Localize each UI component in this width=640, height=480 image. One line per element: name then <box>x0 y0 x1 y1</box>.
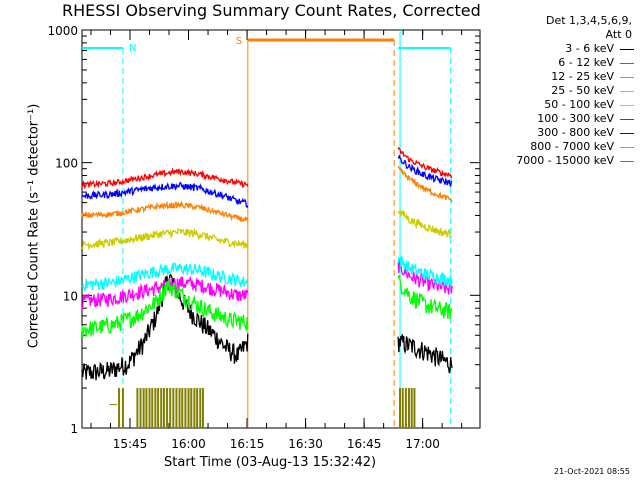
y-tick-label: 1000 <box>47 24 78 38</box>
legend-label: 800 - 7000 keV <box>530 140 614 153</box>
legend-item: 25 - 50 keV <box>470 84 634 98</box>
legend-swatch <box>620 132 634 134</box>
x-tick-label: 16:45 <box>347 437 382 451</box>
legend-item: 3 - 6 keV <box>470 42 634 56</box>
series-25-50-kev-line <box>81 262 249 293</box>
series-50-100-kev-line <box>397 210 453 239</box>
legend-item: 50 - 100 keV <box>470 98 634 112</box>
series-800-7000-kev-line <box>81 200 248 222</box>
legend-header: Det 1,3,4,5,6,9, Att 0 <box>518 14 632 42</box>
series-12-25-kev-line <box>81 279 249 338</box>
series-3-6-kev-line <box>397 334 453 374</box>
legend-swatch <box>620 62 634 64</box>
series-6-12-kev-line <box>397 258 453 295</box>
legend-label: 100 - 300 keV <box>537 112 614 125</box>
series-100-300-kev-line <box>397 146 453 179</box>
legend-label: 6 - 12 keV <box>558 56 614 69</box>
legend-swatch <box>620 104 634 106</box>
x-tick-label: 16:00 <box>171 437 206 451</box>
series-50-100-kev-line <box>81 227 249 251</box>
legend-header-line-2: Att 0 <box>605 28 632 41</box>
series-800-7000-kev-line <box>397 165 453 203</box>
legend-label: 12 - 25 keV <box>551 70 614 83</box>
x-tick-label: 16:15 <box>230 437 265 451</box>
legend-label: 3 - 6 keV <box>565 42 614 55</box>
series-100-300-kev-line <box>81 167 249 190</box>
legend-swatch <box>620 76 634 78</box>
x-axis-label: Start Time (03-Aug-13 15:32:42) <box>164 455 377 470</box>
legend-item: 7000 - 15000 keV <box>470 154 634 168</box>
legend: 3 - 6 keV 6 - 12 keV 12 - 25 keV 25 - 50 ke… <box>470 42 634 168</box>
legend-label: 300 - 800 keV <box>537 126 614 139</box>
legend-item: 800 - 7000 keV <box>470 140 634 154</box>
annotation-n: N <box>129 43 136 54</box>
legend-swatch <box>620 146 634 148</box>
annotation-s: S <box>236 36 242 47</box>
legend-swatch <box>620 118 634 120</box>
y-tick-label: 10 <box>63 289 78 303</box>
series-25-50-kev-line <box>397 256 453 287</box>
legend-label: 25 - 50 keV <box>551 84 614 97</box>
chart-title: RHESSI Observing Summary Count Rates, Co… <box>62 1 481 20</box>
legend-item: 12 - 25 keV <box>470 70 634 84</box>
legend-swatch <box>620 90 634 92</box>
legend-swatch <box>620 48 634 50</box>
series-300-800-kev-line <box>397 155 453 188</box>
timestamp: 21-Oct-2021 08:55 <box>554 467 630 476</box>
y-tick-label: 1 <box>70 422 78 436</box>
legend-item: 100 - 300 keV <box>470 112 634 126</box>
legend-swatch <box>620 160 634 162</box>
legend-header-line-1: Det 1,3,4,5,6,9, <box>545 14 632 27</box>
legend-label: 50 - 100 keV <box>544 98 614 111</box>
x-tick-label: 16:30 <box>288 437 323 451</box>
legend-item: 6 - 12 keV <box>470 56 634 70</box>
x-tick-label: 15:45 <box>113 437 148 451</box>
legend-item: 300 - 800 keV <box>470 126 634 140</box>
legend-label: 7000 - 15000 keV <box>516 154 614 167</box>
series-12-25-kev-line <box>397 275 453 320</box>
series-300-800-kev-line <box>81 181 249 209</box>
y-tick-label: 100 <box>55 157 78 171</box>
x-tick-label: 17:00 <box>405 437 440 451</box>
plot-frame <box>81 29 481 429</box>
